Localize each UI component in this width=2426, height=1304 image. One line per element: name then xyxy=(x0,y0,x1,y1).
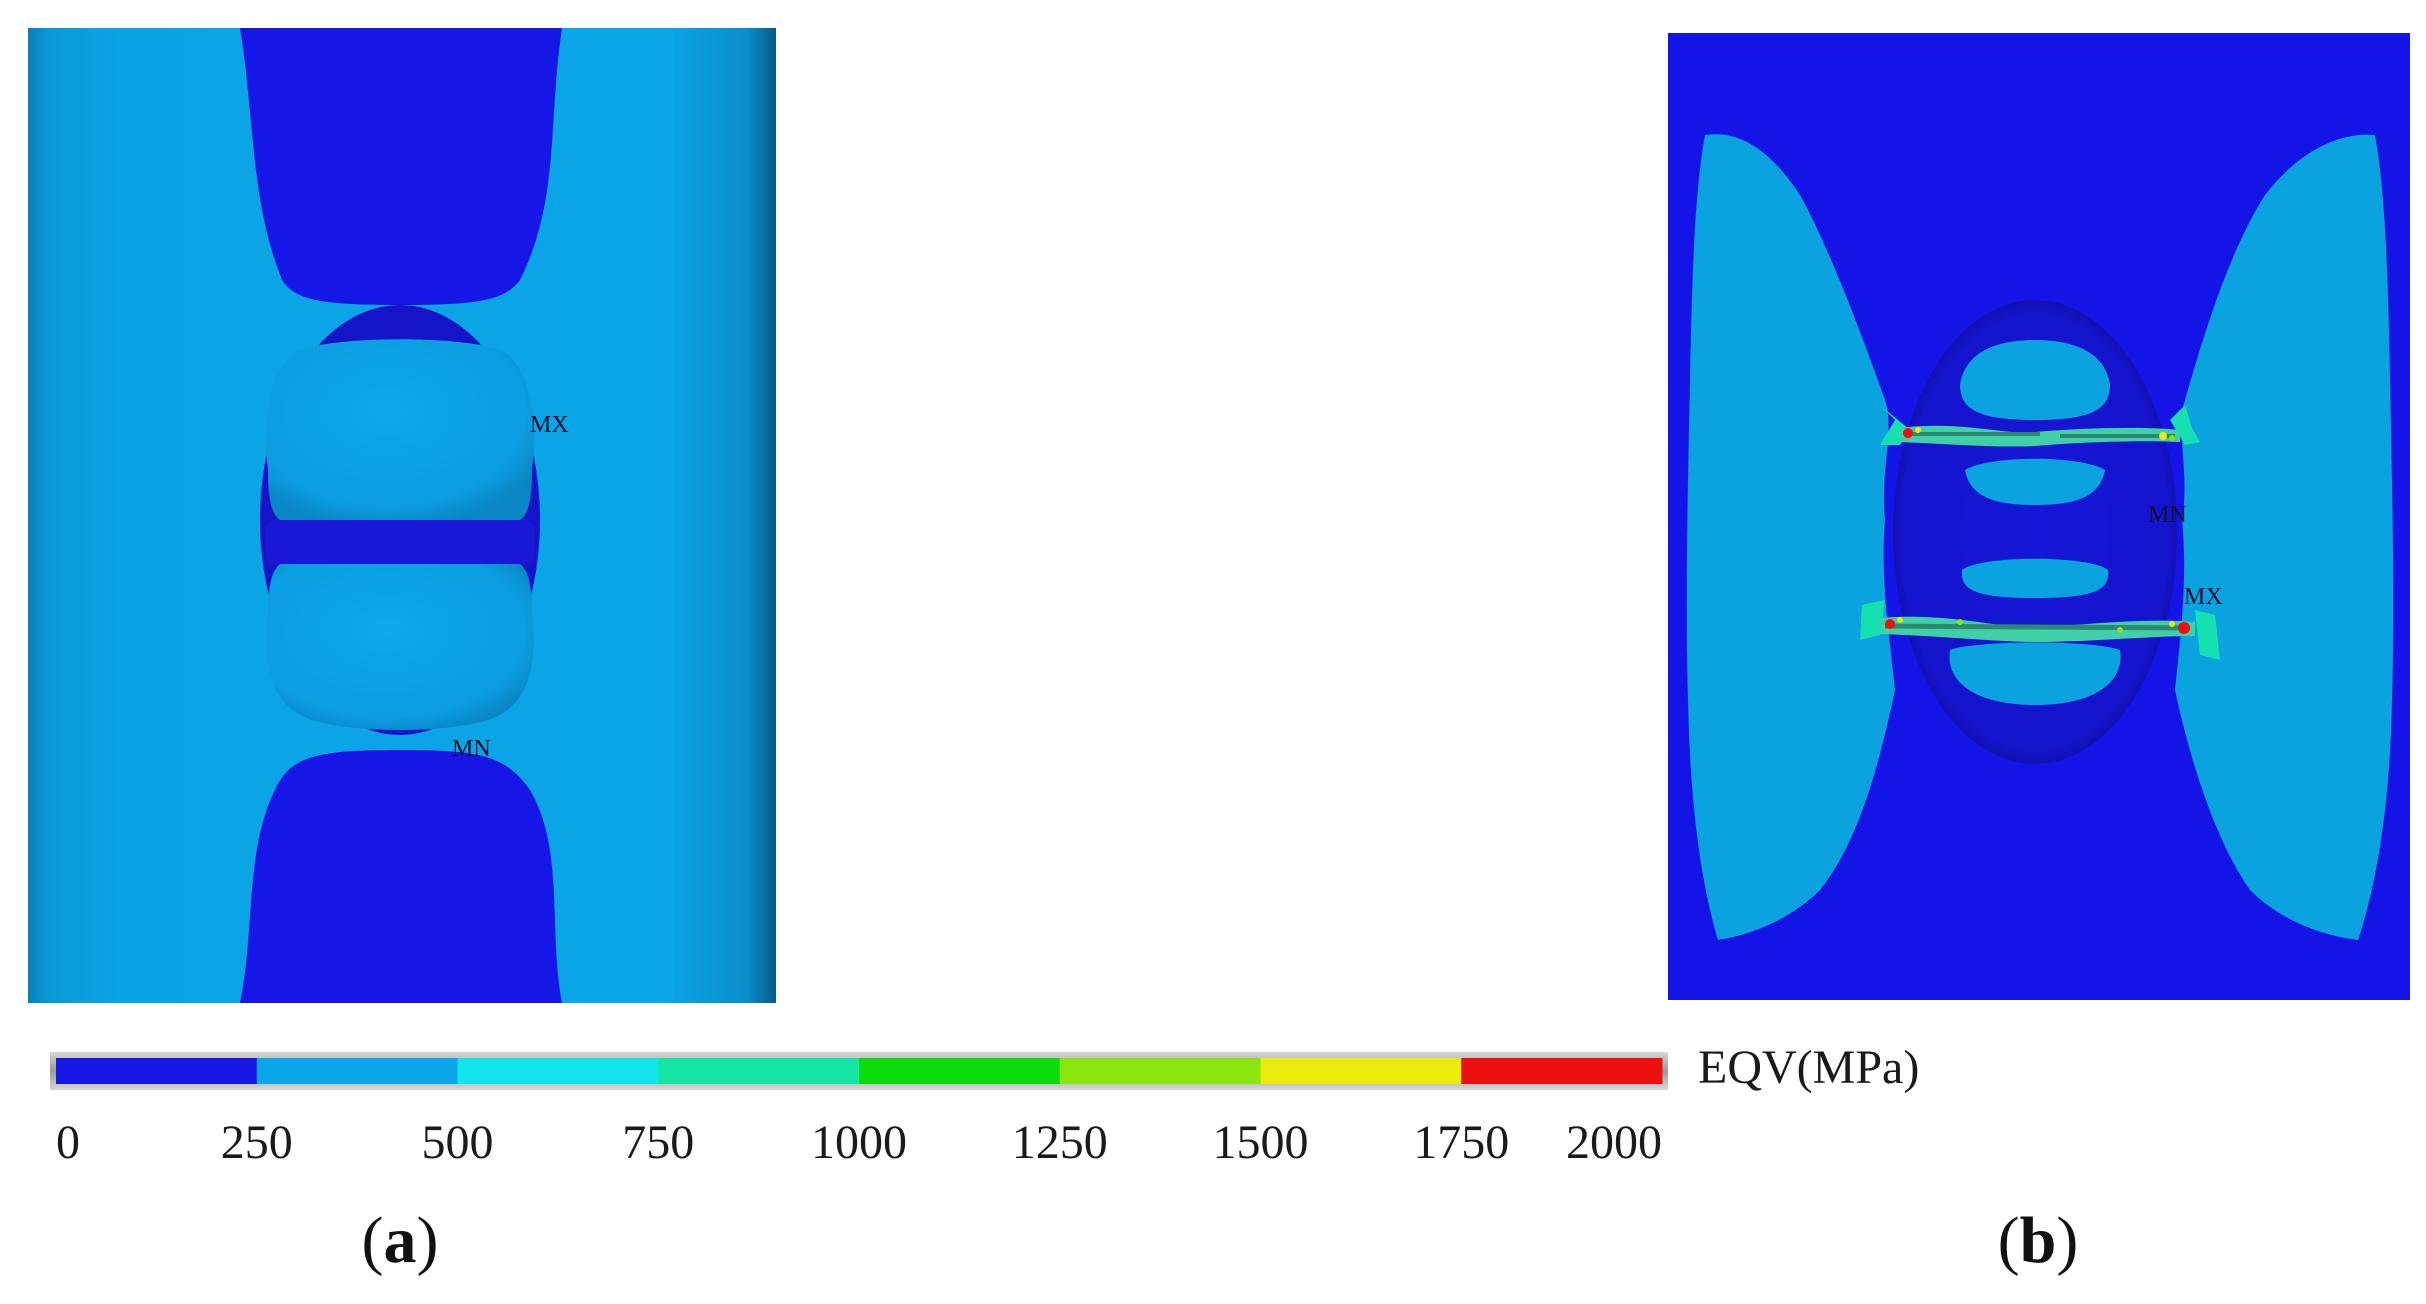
panel-b-caption-close: ) xyxy=(2056,1204,2078,1277)
panel-a-low-stress-zone-upper xyxy=(240,28,562,305)
colorbar-tick-label: 1250 xyxy=(1012,1116,1108,1169)
panel-b-inner-lobe-4 xyxy=(1949,642,2121,705)
colorbar-band-3 xyxy=(658,1058,860,1084)
colorbar-tick-label: 1000 xyxy=(811,1116,907,1169)
panel-b-inner-lobe-2 xyxy=(1965,458,2105,505)
colorbar-tick-label: 500 xyxy=(422,1116,494,1169)
panel-b-caption-letter: b xyxy=(2020,1204,2057,1277)
panel-b-caption-open: ( xyxy=(1998,1204,2020,1277)
panel-b-caption: (b) xyxy=(1998,1204,2079,1277)
panel-b-mid-stress-zone-left xyxy=(1686,134,1895,940)
panel-a-min-marker: MN xyxy=(452,736,491,762)
panel-b-max-marker: MX xyxy=(2184,584,2223,610)
colorbar-band-5 xyxy=(1059,1058,1261,1084)
panel-b-inner-lobe-1 xyxy=(1960,340,2110,420)
panel-a-caption-letter: a xyxy=(384,1204,417,1277)
panel-a-bubble-lower-half xyxy=(266,564,534,730)
panel-a-caption: (a) xyxy=(362,1204,439,1277)
panel-b: MN MX xyxy=(1668,33,2410,1000)
panel-b-crack-upper xyxy=(1880,405,2200,447)
panel-b-mid-stress-zone-right xyxy=(2175,134,2394,940)
colorbar-tick-label: 1750 xyxy=(1413,1116,1509,1169)
colorbar-band-1 xyxy=(256,1058,458,1084)
panel-a-max-marker: MX xyxy=(530,412,569,438)
panel-b-min-marker: MN xyxy=(2148,502,2187,528)
colorbar-band-2 xyxy=(457,1058,659,1084)
colorbar-tick-label: 250 xyxy=(221,1116,293,1169)
colorbar-band-7 xyxy=(1461,1058,1663,1084)
colorbar-tick-label: 1500 xyxy=(1213,1116,1309,1169)
panel-a-caption-close: ) xyxy=(417,1204,439,1277)
panel-b-inner-lobe-3 xyxy=(1961,558,2109,598)
colorbar-band-4 xyxy=(859,1058,1061,1084)
colorbar-title: EQV(MPa) xyxy=(1698,1041,1919,1094)
colorbar-tick-label: 750 xyxy=(622,1116,694,1169)
panel-a-equator-band xyxy=(266,520,534,564)
colorbar-tick-label: 2000 xyxy=(1566,1116,1662,1169)
panel-a-low-stress-zone-lower xyxy=(240,750,562,1003)
panel-b-crack-lower xyxy=(1860,600,2220,660)
colorbar-tick-label: 0 xyxy=(56,1116,80,1169)
panel-a-bubble-upper-half xyxy=(266,339,534,520)
panel-a-caption-open: ( xyxy=(362,1204,384,1277)
colorbar-bands xyxy=(56,1058,1663,1084)
colorbar-ticks: 0 250 500 750 1000 1250 1500 1750 2000 xyxy=(56,1116,1662,1169)
panel-a: MX MN xyxy=(28,28,776,1003)
colorbar-band-0 xyxy=(56,1058,258,1084)
colorbar: EQV(MPa) 0 250 500 750 1000 1250 1500 1750 2000 xyxy=(50,1041,1919,1169)
colorbar-band-6 xyxy=(1260,1058,1462,1084)
